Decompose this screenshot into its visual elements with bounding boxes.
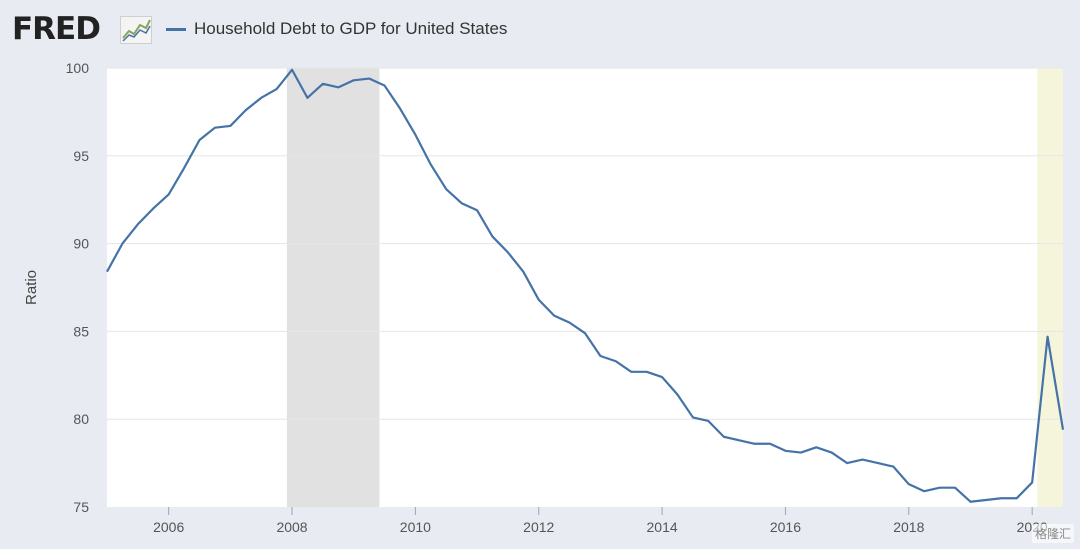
y-axis-label: Ratio — [23, 270, 40, 305]
line-chart-icon — [120, 16, 152, 44]
y-tick-label: 90 — [73, 236, 89, 252]
fred-logo[interactable]: FRED — [12, 11, 101, 47]
recession-shading — [286, 68, 380, 507]
x-tick-label: 2016 — [770, 519, 801, 535]
x-tick-label: 2014 — [647, 519, 678, 535]
y-tick-label: 75 — [73, 499, 89, 515]
x-tick-label: 2010 — [400, 519, 431, 535]
plot-area — [107, 68, 1063, 507]
legend-label-household-debt: Household Debt to GDP for United States — [194, 19, 508, 38]
y-tick-label: 80 — [73, 411, 89, 427]
x-tick-label: 2012 — [523, 519, 554, 535]
highlight-shading — [1037, 68, 1063, 507]
watermark: 格隆汇 — [1031, 524, 1074, 543]
y-tick-label: 100 — [66, 60, 90, 76]
x-tick-label: 2006 — [153, 519, 184, 535]
chart-header: FRED Household Debt to GDP for United St… — [0, 0, 1080, 62]
y-tick-label: 95 — [73, 148, 89, 164]
chart-legend[interactable]: Household Debt to GDP for United States — [166, 18, 507, 40]
x-tick-label: 2008 — [276, 519, 307, 535]
series-line-household-debt[interactable] — [106, 68, 1065, 503]
y-tick-label: 85 — [73, 323, 89, 339]
legend-swatch — [166, 27, 186, 31]
x-tick-label: 2018 — [893, 519, 924, 535]
